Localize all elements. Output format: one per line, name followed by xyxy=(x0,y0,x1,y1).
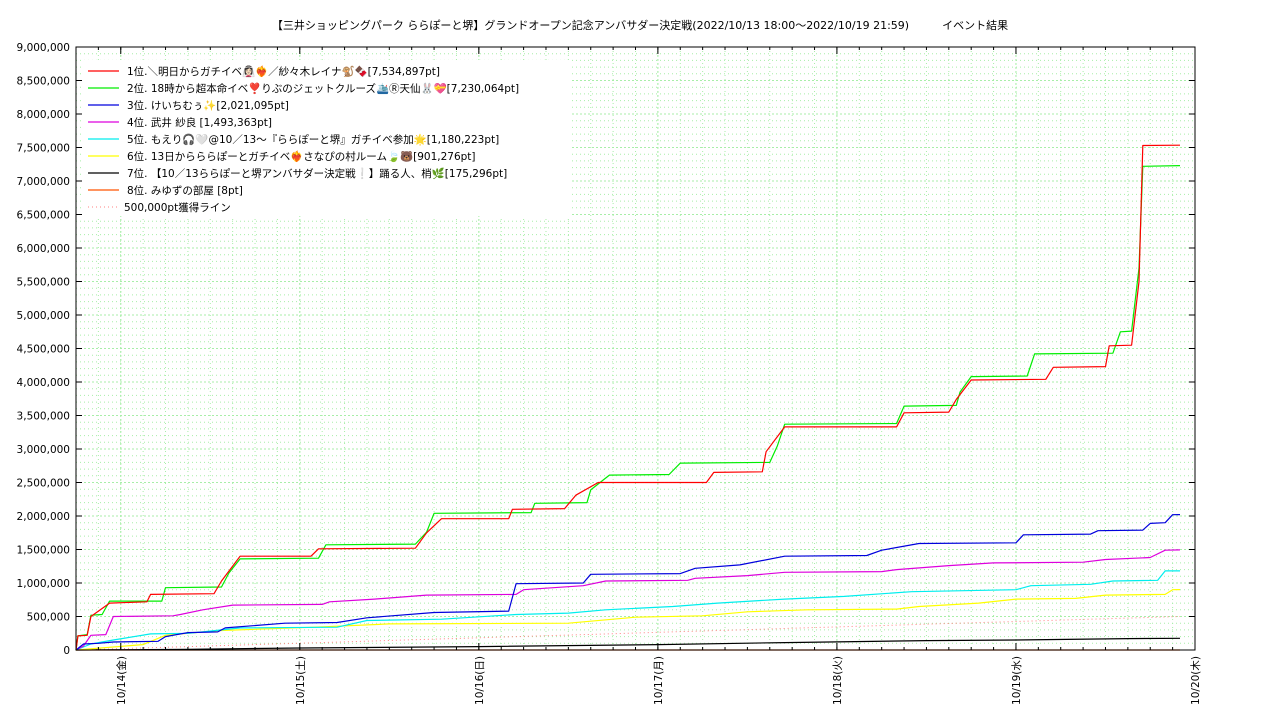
y-tick-label: 8,000,000 xyxy=(17,109,70,121)
series-line-5 xyxy=(75,570,1180,651)
chart-title: 【三井ショッピングパーク ららぽーと堺】グランドオープン記念アンバサダー決定戦(… xyxy=(271,19,1009,32)
series-line-7 xyxy=(75,637,1181,651)
y-tick-label: 3,000,000 xyxy=(17,444,70,456)
y-tick-label: 2,500,000 xyxy=(17,478,70,490)
y-tick-label: 500,000 xyxy=(27,612,70,624)
y-tick-label: 9,000,000 xyxy=(17,42,70,54)
x-tick-label: 10/14(金) xyxy=(115,656,128,705)
legend-background xyxy=(82,60,572,216)
series-line-3 xyxy=(75,514,1181,651)
y-tick-label: 1,000,000 xyxy=(17,578,70,590)
y-tick-label: 6,000,000 xyxy=(17,243,70,255)
legend-label-4: 4位. 武井 紗良 [1,493,363pt] xyxy=(127,116,272,129)
y-tick-label: 5,500,000 xyxy=(17,277,70,289)
series-line-9 xyxy=(75,616,1181,651)
x-tick-label: 10/18(火) xyxy=(832,656,844,705)
series-line-6 xyxy=(75,589,1181,651)
series-line-1 xyxy=(75,144,1181,651)
y-tick-label: 4,500,000 xyxy=(17,344,70,356)
x-tick-label: 10/19(水) xyxy=(1011,656,1023,705)
legend-label-3: 3位. けいちむぅ✨[2,021,095pt] xyxy=(127,99,289,112)
y-tick-label: 3,500,000 xyxy=(17,411,70,423)
x-tick-label: 10/15(土) xyxy=(294,656,307,705)
legend-label-7: 7位. 【10／13ららぽーと堺アンバサダー決定戦❕】踊る人、梢🌿[175,29… xyxy=(127,167,507,180)
legend: 1位.＼明日からガチイベ👰🏻‍♀️❤️‍🔥／紗々木レイナ🐒🍫[7,534,897… xyxy=(82,60,572,216)
legend-label-2: 2位. 18時から超本命イベ❣️りぶのジェットクルーズ🛳️Ⓡ天仙🐰💝[7,230… xyxy=(127,82,519,95)
y-tick-label: 1,500,000 xyxy=(17,545,70,557)
legend-label-9: 500,000pt獲得ライン xyxy=(124,201,231,214)
y-tick-label: 0 xyxy=(63,645,70,657)
y-tick-label: 8,500,000 xyxy=(17,76,70,88)
legend-label-8: 8位. みゆずの部屋 [8pt] xyxy=(127,184,243,197)
x-tick-label: 10/16(日) xyxy=(474,656,486,705)
series-line-4 xyxy=(75,549,1181,651)
axis-layer: 0 500,000 1,000,000 1,500,000 2,000,000 2,500… xyxy=(17,42,1202,705)
y-tick-label: 4,000,000 xyxy=(17,377,70,389)
y-tick-label: 2,000,000 xyxy=(17,511,70,523)
legend-label-5: 5位. もえり🎧🤍@10／13～『ららぽーと堺』ガチイベ参加🌟[1,180,22… xyxy=(127,133,499,146)
y-tick-label: 6,500,000 xyxy=(17,210,70,222)
legend-label-1: 1位.＼明日からガチイベ👰🏻‍♀️❤️‍🔥／紗々木レイナ🐒🍫[7,534,897… xyxy=(127,65,440,78)
y-tick-label: 7,500,000 xyxy=(17,143,70,155)
legend-label-6: 6位. 13日からららぽーとガチイベ❤️‍🔥さなぴの村ルーム🍃🐻[901,276… xyxy=(127,150,476,163)
y-tick-label: 5,000,000 xyxy=(17,310,70,322)
x-tick-label: 10/20(木) xyxy=(1190,656,1202,705)
x-tick-label: 10/17(月) xyxy=(653,656,665,705)
series-line-2 xyxy=(75,165,1181,651)
y-tick-label: 7,000,000 xyxy=(17,176,70,188)
